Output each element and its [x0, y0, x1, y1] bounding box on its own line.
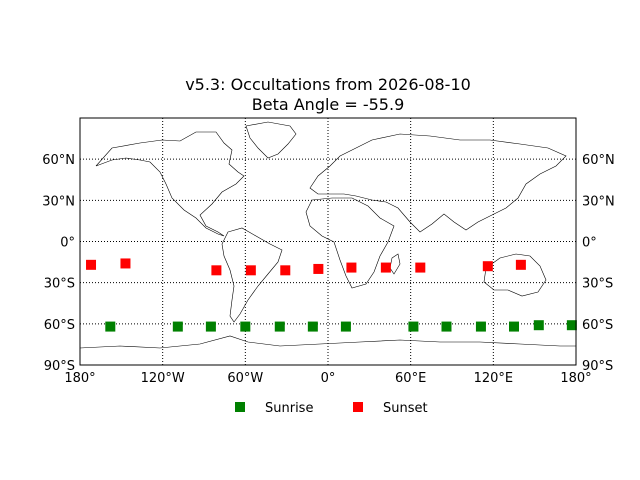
sunrise-marker [340, 321, 351, 332]
north-america-outline [95, 131, 245, 237]
antarctica-outline [79, 335, 576, 349]
x-tick-label: 120°E [474, 371, 514, 386]
y-tick-label-left: 60°N [42, 153, 75, 168]
sunset-marker [245, 265, 256, 276]
africa-outline [305, 197, 395, 289]
graticule-grid [80, 118, 576, 365]
sunset-marker [280, 265, 291, 276]
y-tick-label-right: 0° [582, 236, 597, 251]
sunset-marker [120, 258, 131, 269]
y-tick-label-left: 60°S [44, 318, 75, 333]
sunrise-marker [509, 321, 519, 332]
y-tick-label-left: 30°S [44, 277, 75, 292]
sunrise-marker [240, 321, 251, 332]
chart-title-line-2: Beta Angle = -55.9 [252, 95, 405, 114]
sunrise-marker [566, 320, 577, 331]
chart-title-line-1: v5.3: Occultations from 2026-08-10 [185, 75, 471, 94]
sunrise-legend-label: Sunrise [265, 401, 313, 416]
sunrise-legend-swatch [235, 402, 245, 412]
sunset-legend-label: Sunset [383, 401, 428, 416]
y-tick-label-right: 60°N [582, 153, 615, 168]
y-tick-label-left: 30°N [42, 194, 75, 209]
sunrise-marker [408, 321, 419, 332]
sunset-marker [515, 259, 526, 270]
sunset-marker [482, 261, 493, 272]
y-tick-label-right: 60°S [582, 318, 613, 333]
x-tick-label: 0° [321, 371, 336, 386]
x-tick-label: 180° [64, 371, 95, 386]
sunrise-marker [307, 321, 318, 332]
eurasia-outline [309, 133, 567, 233]
sunrise-marker [105, 321, 116, 332]
occultation-markers [86, 258, 577, 332]
sunset-marker [313, 263, 324, 274]
axis-tick-labels: 180° 120°W 60°W 0° 60°E 120°E 180° 60°N 60°N 30°N… [42, 153, 615, 386]
x-tick-label: 60°E [395, 371, 426, 386]
y-tick-label-left: 90°S [44, 359, 75, 374]
sunrise-marker [172, 321, 183, 332]
x-tick-label: 120°W [141, 371, 185, 386]
sunrise-marker [274, 321, 285, 332]
coastline-basemap [79, 121, 576, 349]
sunrise-marker [205, 321, 216, 332]
australia-outline [483, 253, 547, 297]
y-tick-label-left: 0° [60, 236, 75, 251]
greenland-outline [245, 121, 297, 159]
sunset-legend-swatch [353, 402, 363, 412]
sunset-marker [86, 259, 97, 270]
sunrise-marker [533, 320, 544, 331]
sunrise-marker [441, 321, 452, 332]
x-tick-label: 60°W [227, 371, 263, 386]
x-tick-label: 180° [560, 371, 591, 386]
sunset-marker [415, 262, 426, 273]
y-tick-label-right: 30°S [582, 277, 613, 292]
sunrise-marker [475, 321, 486, 332]
sunset-marker [380, 262, 391, 273]
map-plot-area [79, 117, 577, 366]
legend: Sunrise Sunset [235, 401, 428, 416]
south-america-outline [221, 227, 283, 323]
y-tick-label-right: 30°N [582, 194, 615, 209]
sunset-marker [211, 265, 222, 276]
y-tick-label-right: 90°S [582, 359, 613, 374]
plot-border [79, 117, 577, 366]
sunset-marker [346, 262, 357, 273]
